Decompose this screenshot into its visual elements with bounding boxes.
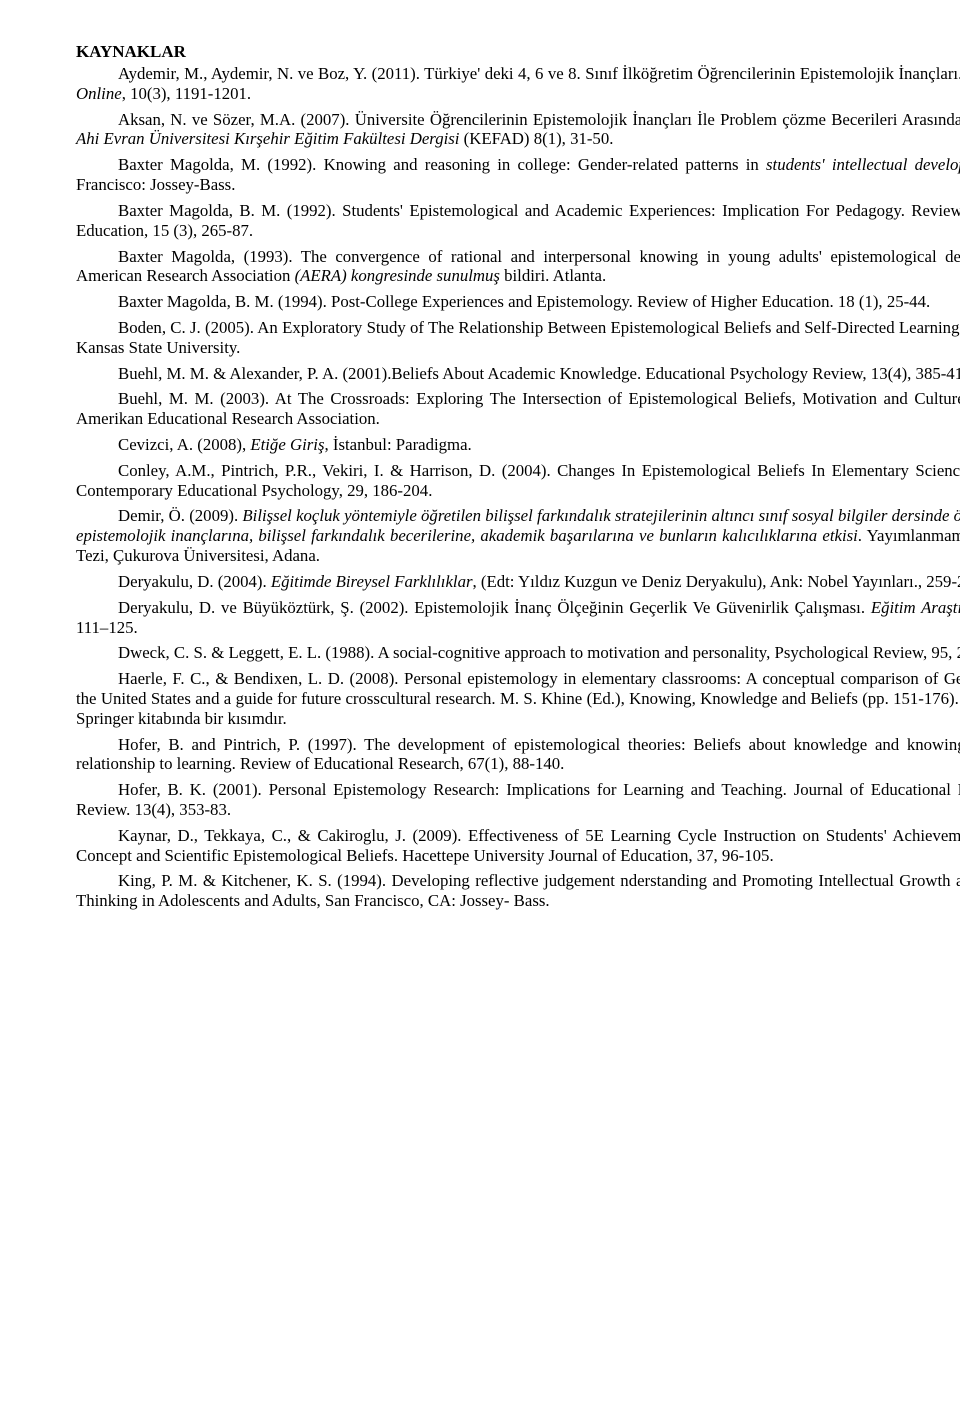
reference-entry: Conley, A.M., Pintrich, P.R., Vekiri, I.…	[76, 461, 960, 501]
reference-entry: Aksan, N. ve Sözer, M.A. (2007). Ünivers…	[76, 110, 960, 150]
reference-entry: King, P. M. & Kitchener, K. S. (1994). D…	[76, 871, 960, 911]
reference-entry: Dweck, C. S. & Leggett, E. L. (1988). A …	[76, 643, 960, 663]
reference-entry: Baxter Magolda, (1993). The convergence …	[76, 247, 960, 287]
reference-entry: Deryakulu, D. (2004). Eğitimde Bireysel …	[76, 572, 960, 592]
reference-entry: Buehl, M. M. & Alexander, P. A. (2001).B…	[76, 364, 960, 384]
reference-entry: Boden, C. J. (2005). An Exploratory Stud…	[76, 318, 960, 358]
section-heading: KAYNAKLAR	[76, 42, 960, 62]
reference-entry: Deryakulu, D. ve Büyüköztürk, Ş. (2002).…	[76, 598, 960, 638]
reference-entry: Kaynar, D., Tekkaya, C., & Cakiroglu, J.…	[76, 826, 960, 866]
reference-entry: Cevizci, A. (2008), Etiğe Giriş, İstanbu…	[76, 435, 960, 455]
reference-entry: Baxter Magolda, M. (1992). Knowing and r…	[76, 155, 960, 195]
reference-entry: Hofer, B. K. (2001). Personal Epistemolo…	[76, 780, 960, 820]
references-list: Aydemir, M., Aydemir, N. ve Boz, Y. (201…	[76, 64, 960, 911]
reference-entry: Aydemir, M., Aydemir, N. ve Boz, Y. (201…	[76, 64, 960, 104]
reference-entry: Demir, Ö. (2009). Bilişsel koçluk yöntem…	[76, 506, 960, 565]
reference-entry: Haerle, F. C., & Bendixen, L. D. (2008).…	[76, 669, 960, 728]
reference-entry: Buehl, M. M. (2003). At The Crossroads: …	[76, 389, 960, 429]
reference-entry: Hofer, B. and Pintrich, P. (1997). The d…	[76, 735, 960, 775]
reference-entry: Baxter Magolda, B. M. (1992). Students' …	[76, 201, 960, 241]
reference-entry: Baxter Magolda, B. M. (1994). Post-Colle…	[76, 292, 960, 312]
